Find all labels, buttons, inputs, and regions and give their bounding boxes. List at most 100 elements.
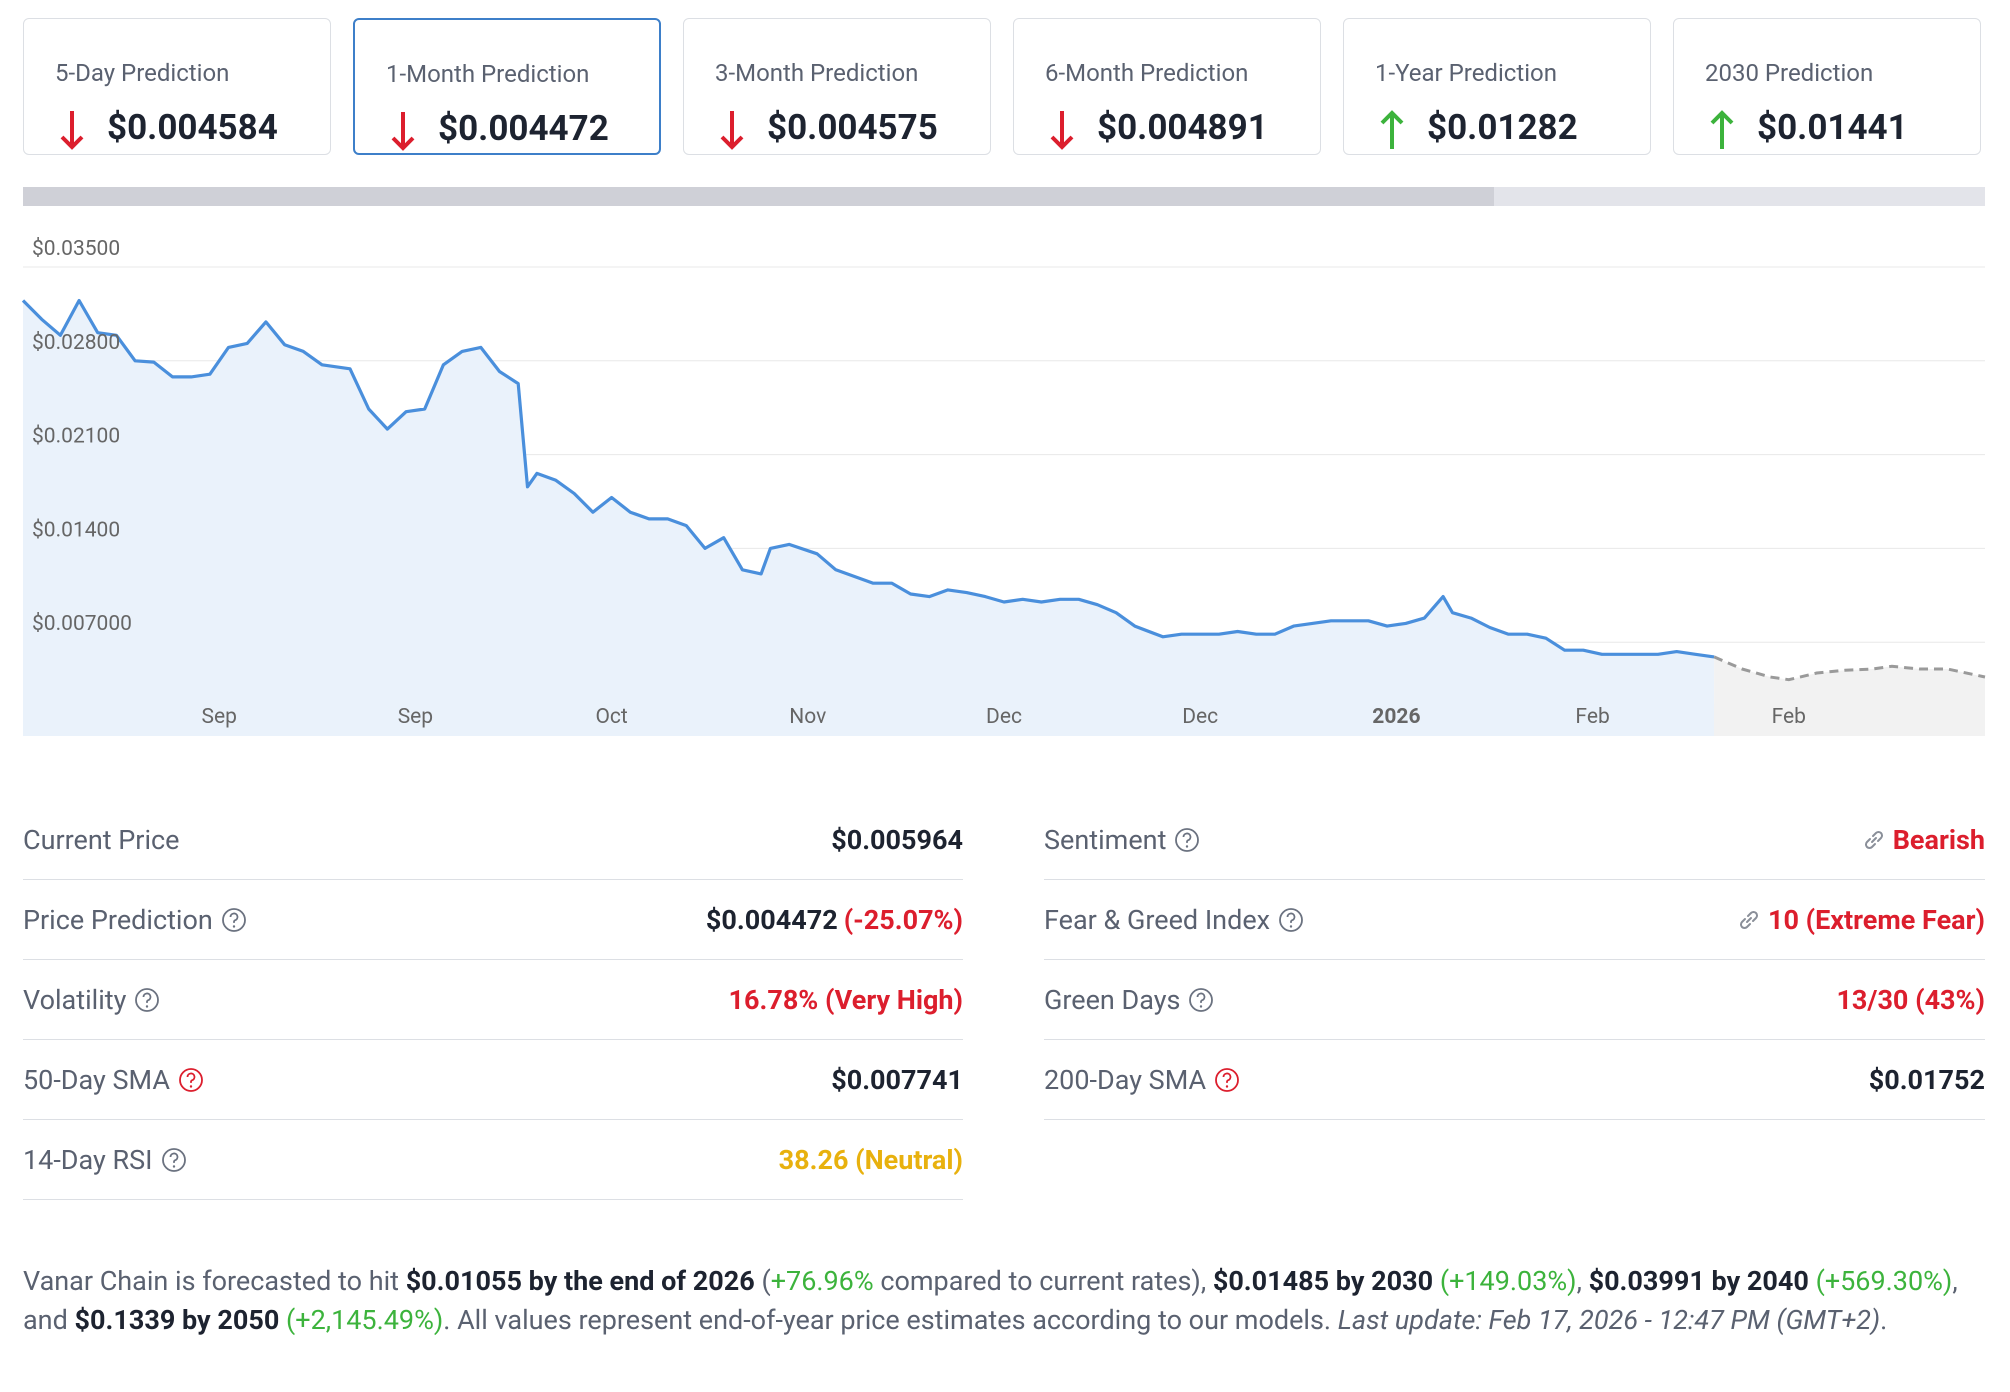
stat-value-wrap: 16.78% (Very High) (729, 984, 963, 1016)
stat-row: Fear & Greed Index 10 (Extreme Fear) (1044, 880, 1985, 960)
x-tick-label: Feb (1772, 705, 1806, 729)
x-tick-label: Sep (398, 705, 433, 729)
prediction-card[interactable]: 1-Year Prediction $0.01282 (1343, 18, 1651, 155)
help-icon[interactable] (1188, 987, 1214, 1013)
prediction-card[interactable]: 3-Month Prediction $0.004575 (683, 18, 991, 155)
stat-label: 14-Day RSI (23, 1144, 153, 1176)
stat-label: 200-Day SMA (1044, 1064, 1207, 1096)
trend-arrow (720, 111, 744, 150)
stat-value: 38.26 (Neutral) (778, 1144, 963, 1176)
range-selection[interactable] (23, 187, 1494, 206)
help-icon[interactable] (134, 987, 160, 1013)
stat-row: Green Days 13/30 (43%) (1044, 960, 1985, 1040)
stat-row: Current Price $0.005964 (23, 800, 963, 880)
stat-value: 16.78% (Very High) (728, 984, 963, 1016)
area (1714, 656, 1985, 736)
stat-label-wrap: Sentiment (1044, 824, 1200, 856)
stat-value-wrap: Bearish (1861, 824, 1985, 856)
summary-text: (+569.30%) (1808, 1265, 1953, 1297)
stat-value: 10 (Extreme Fear) (1767, 904, 1985, 936)
y-tick-label: $0.03500 (32, 237, 120, 261)
summary-text: (+149.03%) (1433, 1265, 1577, 1297)
summary-text: $0.01485 by 2030 (1212, 1265, 1434, 1297)
x-tick-label: Feb (1575, 705, 1609, 729)
y-tick-label: $0.007000 (32, 612, 132, 636)
stat-label: Volatility (23, 984, 127, 1016)
summary-text: $0.01055 by the end of 2026 (405, 1265, 755, 1297)
help-icon[interactable] (161, 1147, 187, 1173)
line (21, 298, 1715, 659)
summary-text: , and (23, 1265, 1958, 1336)
card-title: 1-Year Prediction (1375, 59, 1557, 87)
x-tick-label: Oct (595, 705, 627, 729)
stat-label-wrap: Fear & Greed Index (1044, 904, 1304, 936)
stat-row: Price Prediction $0.004472 (-25.07%) (23, 880, 963, 960)
help-icon[interactable] (221, 907, 247, 933)
card-title: 2030 Prediction (1705, 59, 1874, 87)
prediction-card[interactable]: 5-Day Prediction $0.004584 (23, 18, 331, 155)
stat-value-wrap: 38.26 (Neutral) (779, 1144, 963, 1176)
trend-arrow (391, 112, 415, 151)
trend-arrow (60, 111, 84, 150)
trend-arrow (1710, 110, 1734, 149)
summary-text: Last update: Feb 17, 2026 - 12:47 PM (GM… (1337, 1304, 1881, 1336)
stat-label-wrap: Green Days (1044, 984, 1214, 1016)
card-title: 3-Month Prediction (715, 59, 919, 87)
help-icon[interactable] (1278, 907, 1304, 933)
price-chart: $0.03500 $0.02800 $0.02100 $0.01400 $0.00700… (21, 187, 1986, 736)
stat-value: 13/30 (43%) (1836, 984, 1985, 1016)
y-tick-label: $0.02100 (32, 425, 120, 449)
summary-text: +76.96% (770, 1265, 874, 1297)
card-title: 1-Month Prediction (386, 60, 590, 88)
stat-value-wrap: $0.004472 (-25.07%) (706, 904, 963, 936)
stat-label: Fear & Greed Index (1044, 904, 1271, 936)
stat-row: 200-Day SMA $0.01752 (1044, 1040, 1985, 1120)
card-value: $0.004472 (438, 108, 609, 149)
y-tick-label: $0.01400 (32, 518, 120, 542)
help-icon[interactable] (1214, 1067, 1240, 1093)
card-value: $0.01282 (1427, 107, 1578, 148)
prediction-card[interactable]: 1-Month Prediction $0.004472 (353, 18, 661, 155)
help-icon[interactable] (1174, 827, 1200, 853)
card-value: $0.004575 (767, 107, 938, 148)
summary-text: . (1880, 1304, 1888, 1336)
stat-label: 50-Day SMA (23, 1064, 170, 1096)
stat-row: Volatility 16.78% (Very High) (23, 960, 963, 1040)
stat-value: $0.007741 (831, 1064, 963, 1096)
stat-value-wrap: 10 (Extreme Fear) (1736, 904, 1985, 936)
x-tick-label: 2026 (1372, 705, 1420, 729)
summary-text: $0.03991 by 2040 (1588, 1265, 1809, 1297)
link-icon (1864, 830, 1883, 850)
summary-text: . All values represent end-of-year price… (443, 1304, 1338, 1336)
help-icon[interactable] (178, 1067, 204, 1093)
stat-value-wrap: 13/30 (43%) (1836, 984, 1985, 1016)
stat-row: Sentiment Bearish (1044, 800, 1985, 880)
stat-label: Sentiment (1044, 824, 1167, 856)
stat-value: Bearish (1892, 824, 1985, 856)
stat-label-wrap: Volatility (23, 984, 160, 1016)
x-tick-label: Dec (1182, 705, 1218, 729)
stat-label-wrap: 14-Day RSI (23, 1144, 187, 1176)
link-icon (1739, 910, 1758, 930)
prediction-card[interactable]: 2030 Prediction $0.01441 (1673, 18, 1981, 155)
card-value: $0.01441 (1757, 107, 1908, 148)
x-tick-label: Dec (986, 705, 1022, 729)
prediction-card[interactable]: 6-Month Prediction $0.004891 (1013, 18, 1321, 155)
stat-label: Green Days (1044, 984, 1181, 1016)
card-title: 5-Day Prediction (55, 59, 230, 87)
trend-arrow (1380, 110, 1404, 149)
y-tick-label: $0.02800 (32, 331, 120, 355)
stat-value-wrap: $0.01752 (1869, 1064, 1985, 1096)
stat-row: 50-Day SMA $0.007741 (23, 1040, 963, 1120)
stat-row: 14-Day RSI 38.26 (Neutral) (23, 1120, 963, 1200)
stat-label: Price Prediction (23, 904, 213, 936)
stat-label-wrap: 50-Day SMA (23, 1064, 204, 1096)
area (23, 300, 1715, 736)
stat-label-wrap: 200-Day SMA (1044, 1064, 1240, 1096)
stat-value-wrap: $0.007741 (831, 1064, 963, 1096)
summary-text: compared to current rates), (873, 1265, 1213, 1297)
stat-label: Current Price (23, 824, 180, 856)
stat-value: $0.01752 (1868, 1064, 1985, 1096)
stat-label-wrap: Price Prediction (23, 904, 247, 936)
